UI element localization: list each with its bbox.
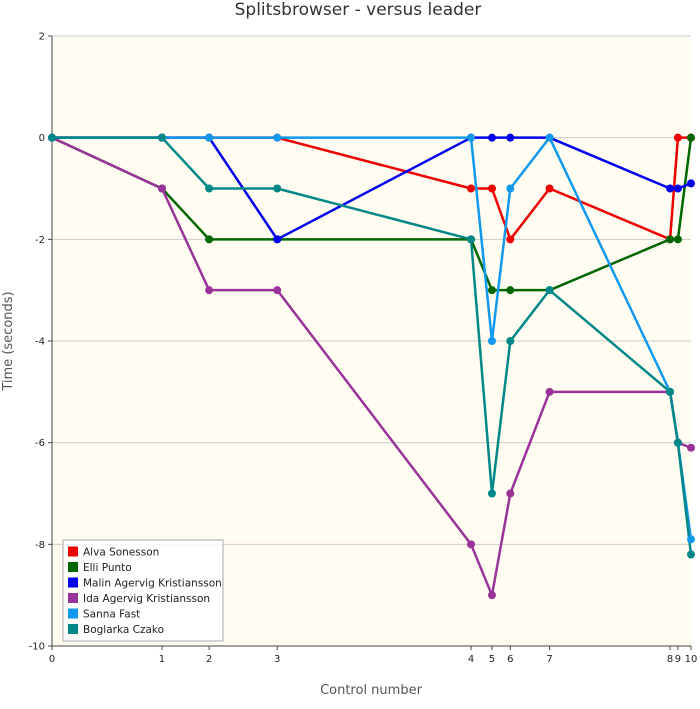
data-point-2 [273,235,282,244]
data-point-0 [506,235,515,244]
legend-label: Elli Punto [83,562,132,574]
chart-title: Splitsbrowser - versus leader [235,0,482,20]
data-point-5 [673,438,682,447]
data-point-1 [666,235,675,244]
data-point-5 [687,550,695,559]
legend-box [62,539,224,642]
legend-swatch [68,608,78,619]
legend-label: Alva Sonesson [83,547,159,559]
data-point-3 [487,591,496,600]
x-tick-label: 1 [159,654,165,665]
x-tick-label: 6 [507,654,513,665]
series-points [48,133,695,600]
data-point-0 [467,184,476,193]
data-point-4 [506,184,515,193]
data-point-2 [506,133,515,142]
data-point-4 [687,535,695,544]
legend-swatch [68,624,78,634]
data-point-5 [545,286,554,295]
data-point-5 [467,235,476,244]
data-point-5 [48,133,56,142]
data-point-5 [506,337,515,345]
legend-swatch [68,593,78,603]
data-point-3 [467,540,476,549]
data-point-1 [687,133,695,142]
x-tick-label: 7 [546,654,552,665]
legend-label: Malin Agervig Kristiansson [83,578,222,590]
y-tick-label: -2 [35,235,45,246]
y-tick-label: 2 [39,32,45,43]
data-point-5 [205,184,214,193]
y-tick-label: -4 [35,337,45,348]
data-point-5 [273,184,282,193]
tick-labels: 2 0 -2 -4 -6 -8 -10 0 1 2 3 4 5 6 7 8 9 10 [29,32,698,666]
legend-label: Boglarka Czako [83,624,164,636]
legend-label: Ida Agervig Kristiansson [83,593,210,605]
data-point-3 [687,443,695,452]
x-tick-label: 10 [685,654,698,665]
data-point-3 [205,286,214,295]
y-tick-label: -10 [29,642,45,653]
data-point-1 [487,286,496,295]
data-point-3 [545,387,554,396]
x-tick-label: 8 [667,654,673,665]
data-point-2 [673,184,682,193]
data-point-1 [673,235,682,244]
legend-swatch [68,546,78,557]
data-point-4 [487,337,496,345]
y-tick-label: 0 [39,133,45,144]
data-point-1 [506,286,515,295]
data-point-2 [666,184,675,193]
x-tick-label: 3 [274,654,280,665]
x-tick-label: 0 [49,654,55,665]
data-point-0 [545,184,554,193]
data-point-3 [157,184,166,193]
y-tick-label: -8 [35,540,45,551]
legend: Alva Sonesson Elli Punto Malin Agervig Kri… [62,539,224,642]
legend-swatch [68,577,78,588]
data-point-5 [666,387,675,396]
data-point-1 [205,235,214,244]
data-point-0 [673,133,682,142]
x-tick-label: 9 [675,654,681,665]
data-point-5 [487,489,496,498]
data-point-4 [467,133,476,142]
y-tick-label: -6 [35,438,45,449]
legend-swatch [68,562,78,572]
data-point-3 [273,286,282,295]
x-tick-label: 5 [489,654,495,665]
data-point-2 [487,133,496,142]
data-point-3 [506,489,515,498]
data-point-0 [487,184,496,193]
x-tick-label: 2 [206,654,212,665]
data-point-2 [687,179,695,188]
legend-label: Sanna Fast [83,609,140,621]
y-axis-label: Time (seconds) [1,291,16,391]
data-point-5 [157,133,166,142]
data-point-4 [545,133,554,142]
x-axis-label: Control number [320,683,423,698]
data-point-4 [273,133,282,142]
data-point-4 [205,133,214,142]
x-tick-label: 4 [468,654,474,665]
